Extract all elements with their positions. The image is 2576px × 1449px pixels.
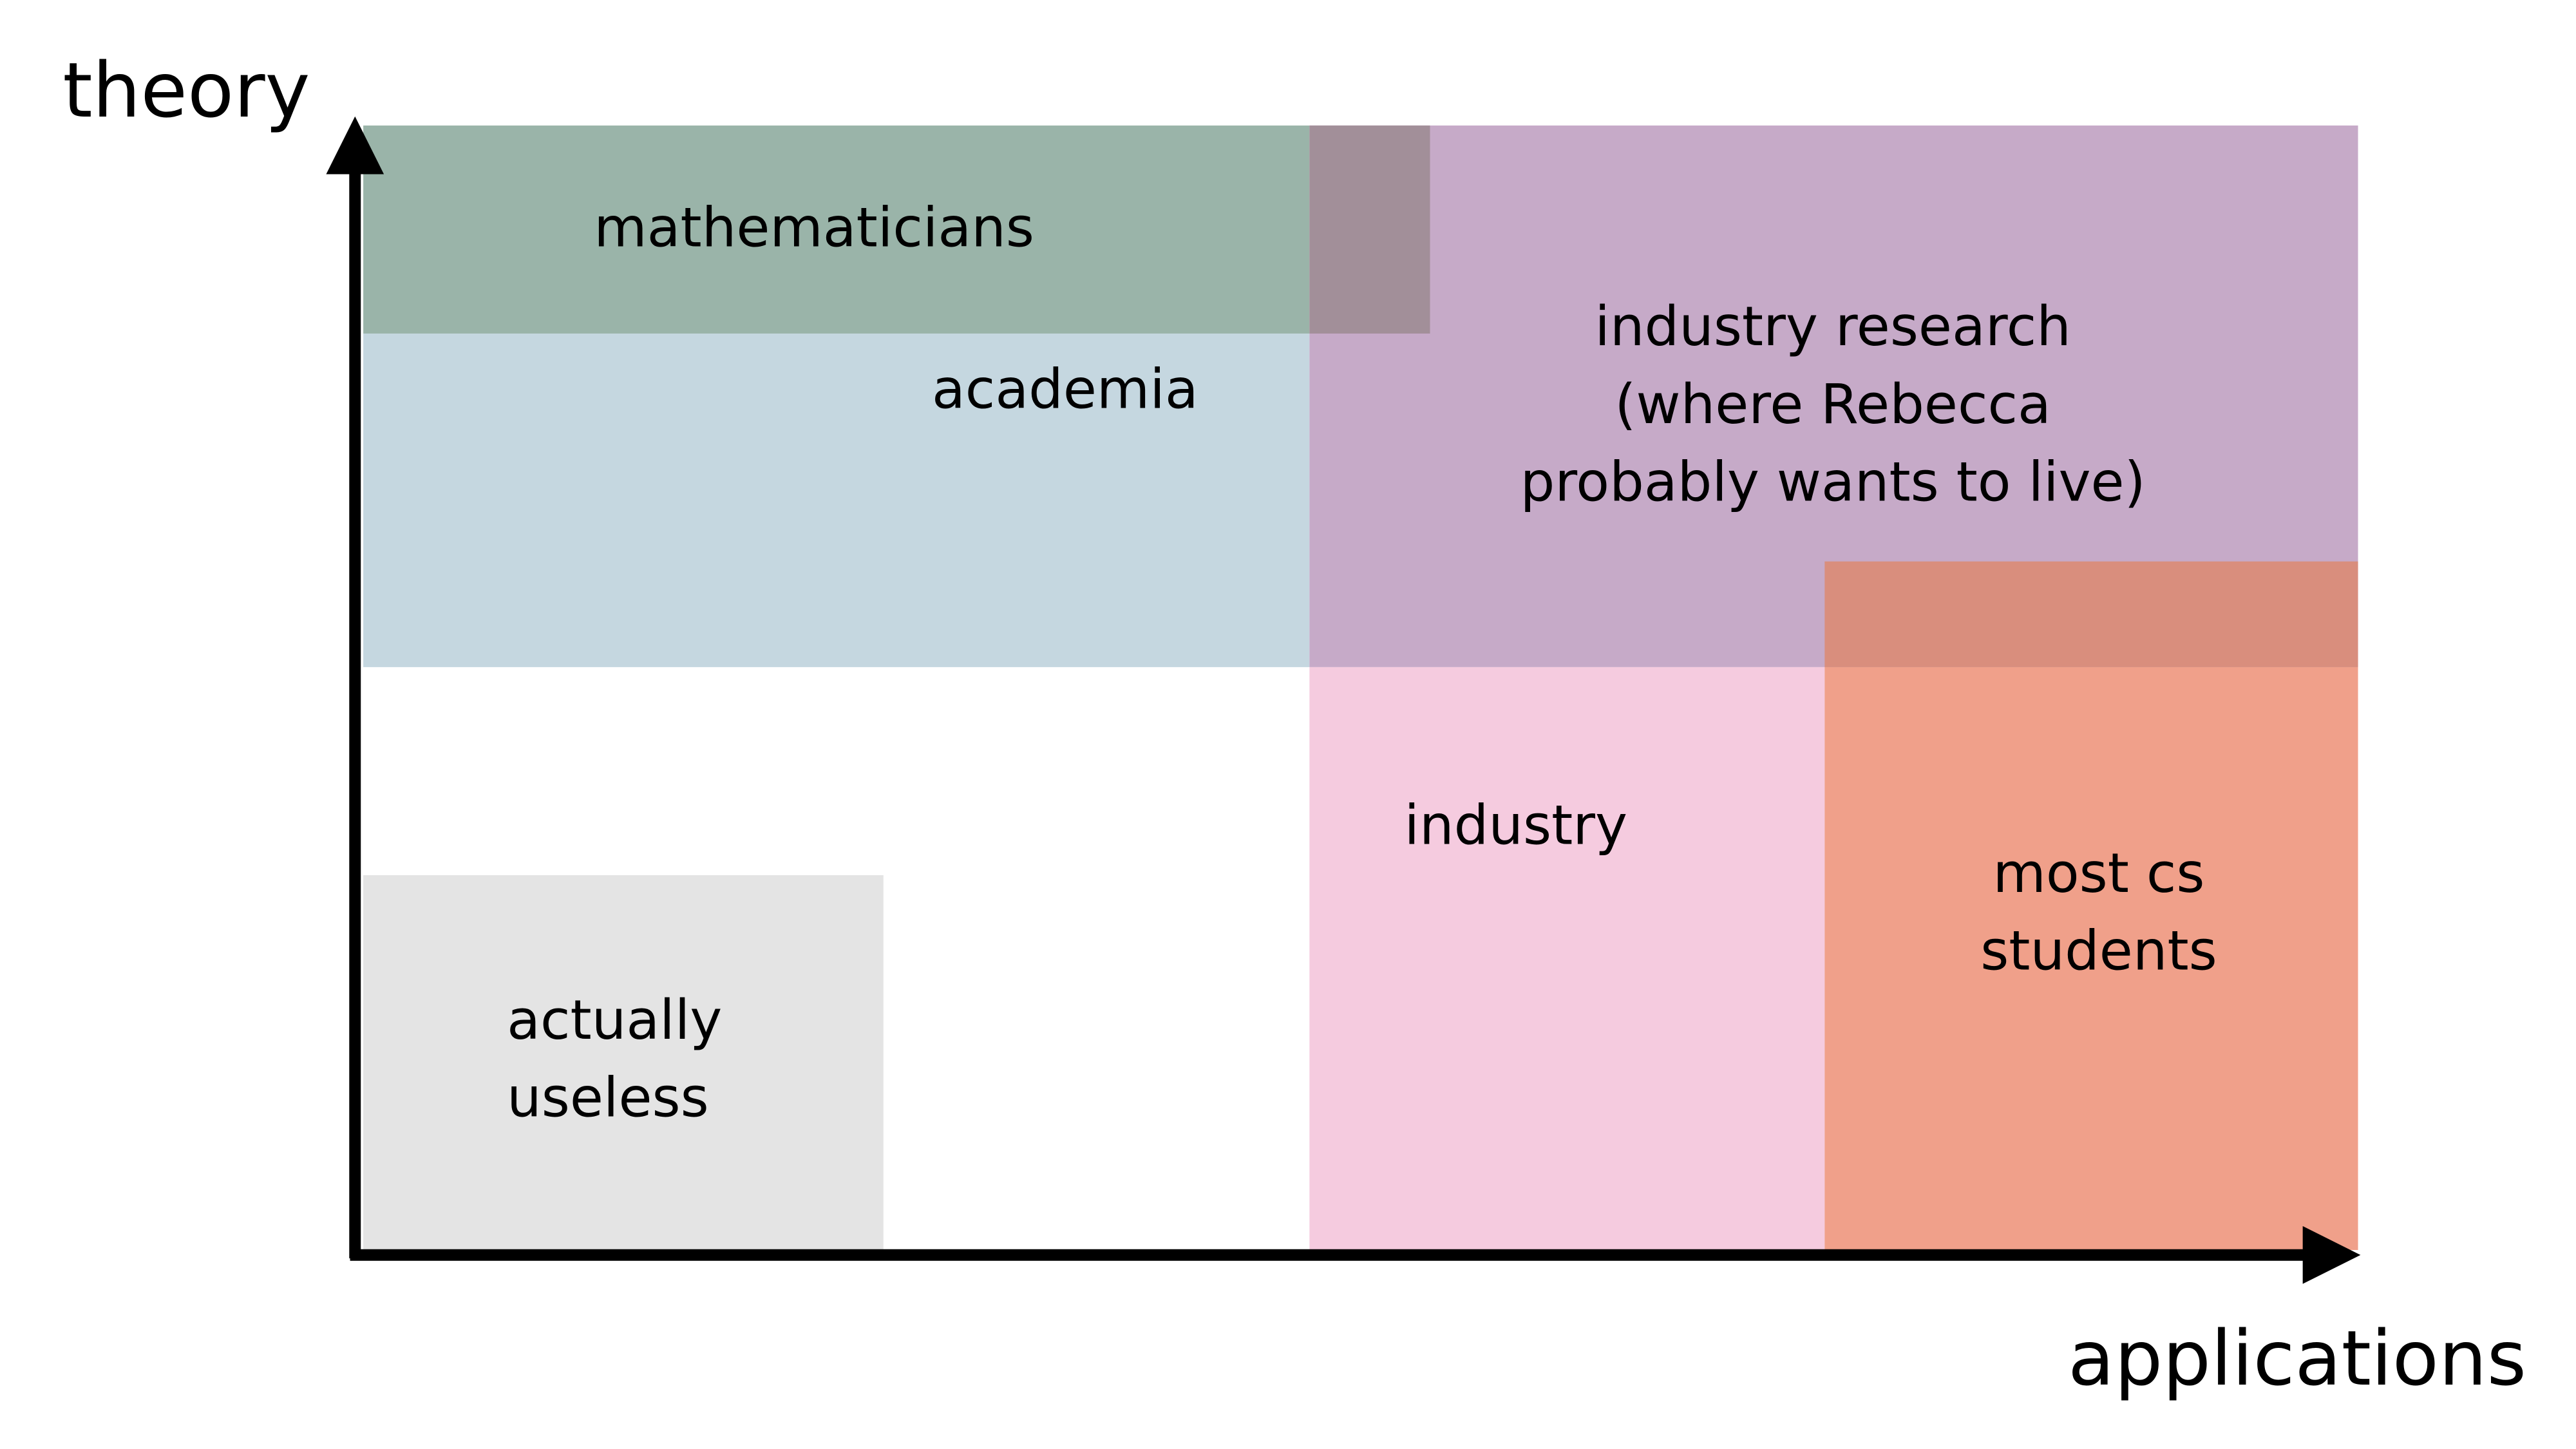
- overlap-region: [1824, 561, 2358, 667]
- mathematicians-region: [363, 125, 1310, 334]
- region-label: probably wants to live): [1520, 450, 2146, 513]
- region-label: industry: [1405, 793, 1628, 857]
- most-cs-region: [1824, 667, 2358, 1251]
- y-axis-label: theory: [62, 46, 310, 135]
- academia-region: [363, 333, 1310, 667]
- region-label: academia: [932, 357, 1198, 421]
- industry-region: [1309, 667, 1825, 1251]
- region-label: mathematicians: [594, 195, 1034, 259]
- overlap-region: [1309, 125, 1430, 334]
- region-label: (where Rebecca: [1615, 372, 2050, 436]
- useless-region: [363, 875, 884, 1251]
- x-axis-label: applications: [2068, 1314, 2526, 1403]
- region-label: useless: [507, 1066, 708, 1130]
- region-label: students: [1980, 918, 2217, 982]
- region-label: most cs: [1993, 841, 2205, 905]
- region-label: industry research: [1595, 294, 2071, 358]
- region-label: actually: [507, 988, 722, 1052]
